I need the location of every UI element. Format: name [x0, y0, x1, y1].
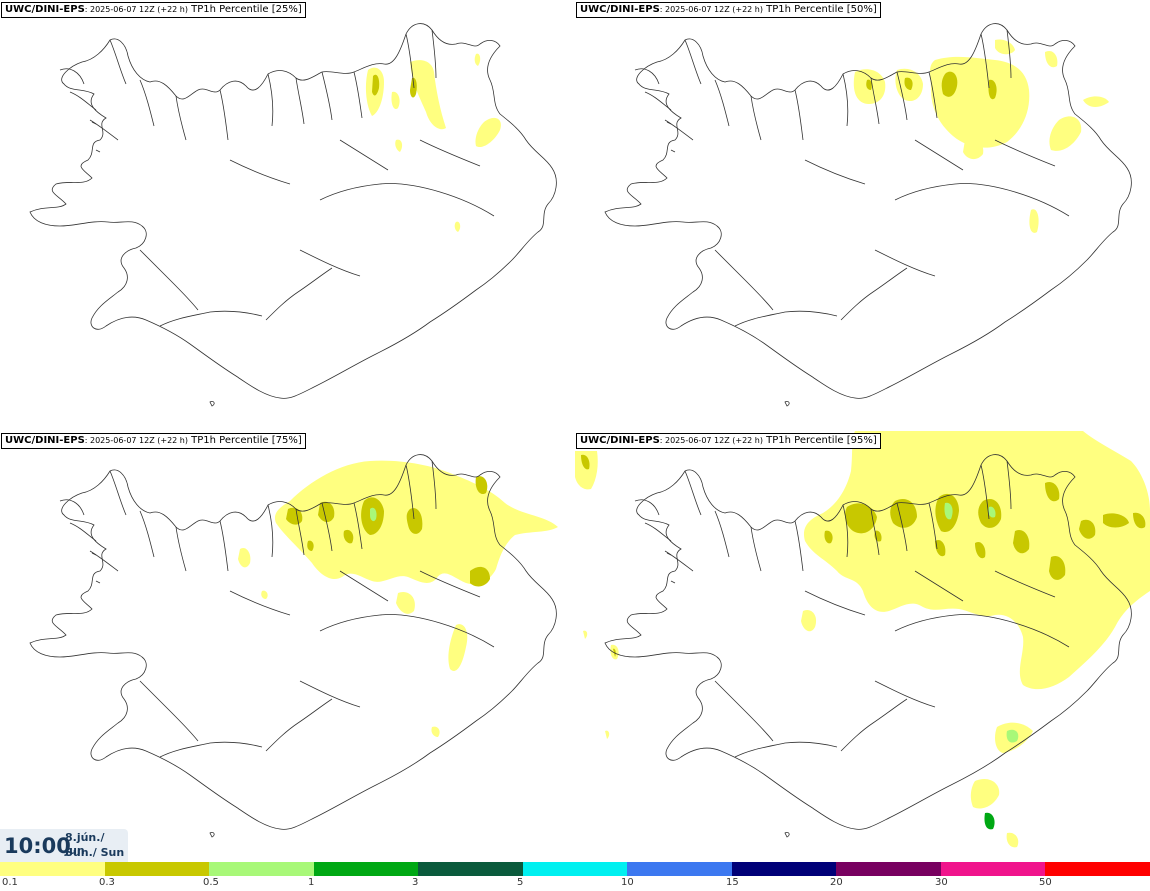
- color-scale-swatch: [1045, 862, 1150, 876]
- color-scale-label: 15: [726, 877, 739, 888]
- valid-time: 10:00: [4, 834, 71, 858]
- color-scale: [0, 862, 1150, 876]
- color-scale-label: 0.5: [203, 877, 219, 888]
- coastline: [604, 454, 1132, 838]
- map-panel-p95: UWC/DINI-EPS: 2025-06-07 12Z (+22 h) TP1…: [575, 431, 1150, 862]
- param-label: TP1h Percentile [95%]: [762, 435, 877, 446]
- color-scale-label: 0.3: [99, 877, 115, 888]
- param-label: TP1h Percentile [25%]: [187, 4, 302, 15]
- param-label: TP1h Percentile [50%]: [762, 4, 877, 15]
- precip-overlay: [238, 460, 558, 737]
- run-label: : 2025-06-07 12Z (+22 h): [659, 5, 763, 14]
- color-scale-swatch: [418, 862, 523, 876]
- color-scale-swatch: [522, 862, 628, 876]
- coastline: [29, 23, 557, 407]
- param-label: TP1h Percentile [75%]: [187, 435, 302, 446]
- color-scale-label: 1: [308, 877, 315, 888]
- precip-overlay: [365, 53, 501, 232]
- iceland-map: [29, 454, 558, 838]
- map-panel-p25: UWC/DINI-EPS: 2025-06-07 12Z (+22 h) TP1…: [0, 0, 575, 431]
- valid-date-line1: 8.jún./ Jun: [65, 831, 105, 857]
- color-scale-swatch: [104, 862, 210, 876]
- panel-title: UWC/DINI-EPS: 2025-06-07 12Z (+22 h) TP1…: [576, 2, 881, 18]
- color-scale-swatch: [731, 862, 837, 876]
- color-scale-label: 3: [412, 877, 419, 888]
- model-label: UWC/DINI-EPS: [5, 435, 85, 446]
- color-scale-swatch: [940, 862, 1046, 876]
- panel-title: UWC/DINI-EPS: 2025-06-07 12Z (+22 h) TP1…: [576, 433, 881, 449]
- color-scale-swatch: [0, 862, 105, 876]
- iceland-map: [575, 431, 1150, 848]
- color-scale-swatch: [313, 862, 419, 876]
- model-label: UWC/DINI-EPS: [580, 435, 660, 446]
- panel-title: UWC/DINI-EPS: 2025-06-07 12Z (+22 h) TP1…: [1, 433, 306, 449]
- color-scale-label: 20: [830, 877, 843, 888]
- iceland-map: [29, 23, 557, 407]
- run-label: : 2025-06-07 12Z (+22 h): [659, 436, 763, 445]
- color-scale-label: 5: [517, 877, 524, 888]
- coastline: [29, 454, 557, 838]
- model-label: UWC/DINI-EPS: [580, 4, 660, 15]
- color-scale-swatch: [209, 862, 314, 876]
- run-label: : 2025-06-07 12Z (+22 h): [84, 5, 188, 14]
- color-scale-label: 30: [935, 877, 948, 888]
- precip-overlay: [853, 39, 1109, 233]
- color-scale-swatch: [627, 862, 732, 876]
- color-scale-swatch: [836, 862, 941, 876]
- iceland-map: [604, 23, 1132, 407]
- color-scale-label: 10: [621, 877, 634, 888]
- panel-title: UWC/DINI-EPS: 2025-06-07 12Z (+22 h) TP1…: [1, 2, 306, 18]
- model-label: UWC/DINI-EPS: [5, 4, 85, 15]
- valid-date-line2: Sun./ Sun: [65, 846, 125, 859]
- color-scale-label: 0.1: [2, 877, 18, 888]
- valid-time-box: 10:00 8.jún./ Jun Sun./ Sun: [0, 829, 128, 862]
- color-scale-label: 50: [1039, 877, 1052, 888]
- map-panel-p50: UWC/DINI-EPS: 2025-06-07 12Z (+22 h) TP1…: [575, 0, 1150, 431]
- color-scale-labels: 0.1 0.3 0.5 1 3 5 10 15 20 30 50: [0, 876, 1150, 890]
- run-label: : 2025-06-07 12Z (+22 h): [84, 436, 188, 445]
- coastline: [604, 23, 1132, 407]
- map-panel-p75: UWC/DINI-EPS: 2025-06-07 12Z (+22 h) TP1…: [0, 431, 575, 862]
